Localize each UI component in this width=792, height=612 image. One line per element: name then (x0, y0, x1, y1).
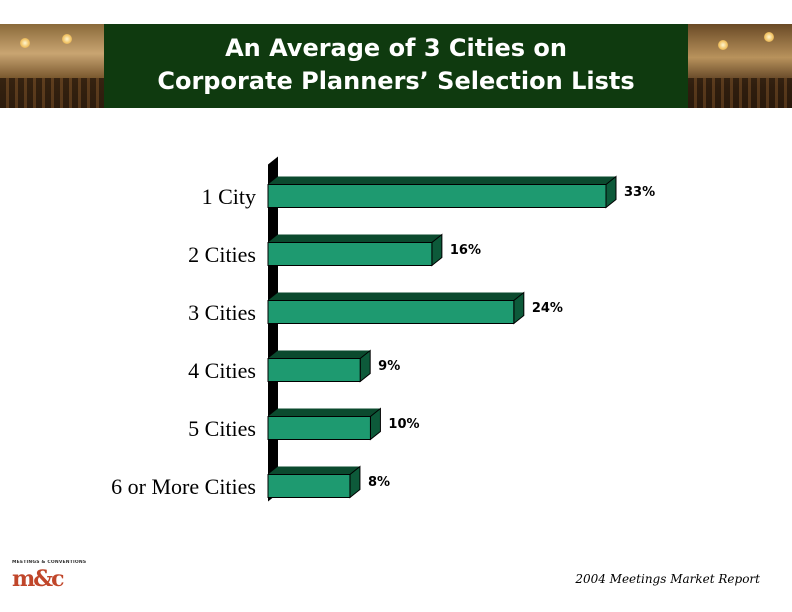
title-line-1: An Average of 3 Cities on (225, 34, 567, 62)
bar-top-2 (268, 234, 442, 243)
category-label-1: 1 City (202, 184, 256, 209)
title-line-2: Corporate Planners’ Selection Lists (157, 67, 635, 95)
bar-3 (267, 300, 515, 324)
header-banner: An Average of 3 Cities on Corporate Plan… (0, 24, 792, 108)
page-title: An Average of 3 Cities on Corporate Plan… (104, 32, 688, 98)
value-label-4: 9% (378, 359, 400, 374)
ballroom-photo-right (688, 24, 792, 108)
bar-1 (267, 184, 607, 208)
chandelier-icon (718, 40, 728, 50)
category-label-6: 6 or More Cities (111, 474, 256, 499)
chandelier-icon (20, 38, 30, 48)
bar-top-6 (268, 466, 360, 475)
mc-logo: MEETINGS & CONVENTIONS m&c (12, 560, 92, 594)
logo-tagline: MEETINGS & CONVENTIONS (12, 560, 87, 565)
value-label-1: 33% (624, 185, 655, 200)
bar-top-1 (268, 176, 616, 185)
bar-top-4 (268, 350, 371, 359)
logo-mark: m&c (12, 566, 65, 592)
bar-4 (267, 358, 361, 382)
chandelier-icon (764, 32, 774, 42)
category-label-3: 3 Cities (188, 300, 256, 325)
report-source: 2004 Meetings Market Report (575, 572, 760, 586)
audience-shape (688, 78, 792, 108)
bar-top-3 (268, 292, 524, 301)
value-label-3: 24% (532, 301, 563, 316)
category-label-2: 2 Cities (188, 242, 256, 267)
value-label-2: 16% (450, 243, 481, 258)
category-label-5: 5 Cities (188, 416, 256, 441)
value-label-5: 10% (388, 417, 419, 432)
ballroom-photo-left (0, 24, 104, 108)
value-label-6: 8% (368, 475, 390, 490)
category-label-4: 4 Cities (188, 358, 256, 383)
bar-5 (267, 416, 371, 440)
bar-6 (267, 474, 351, 498)
bar-2 (267, 242, 433, 266)
bar-top-5 (268, 408, 381, 417)
chandelier-icon (62, 34, 72, 44)
tables-shape (0, 78, 104, 108)
chart-wall (268, 156, 278, 502)
